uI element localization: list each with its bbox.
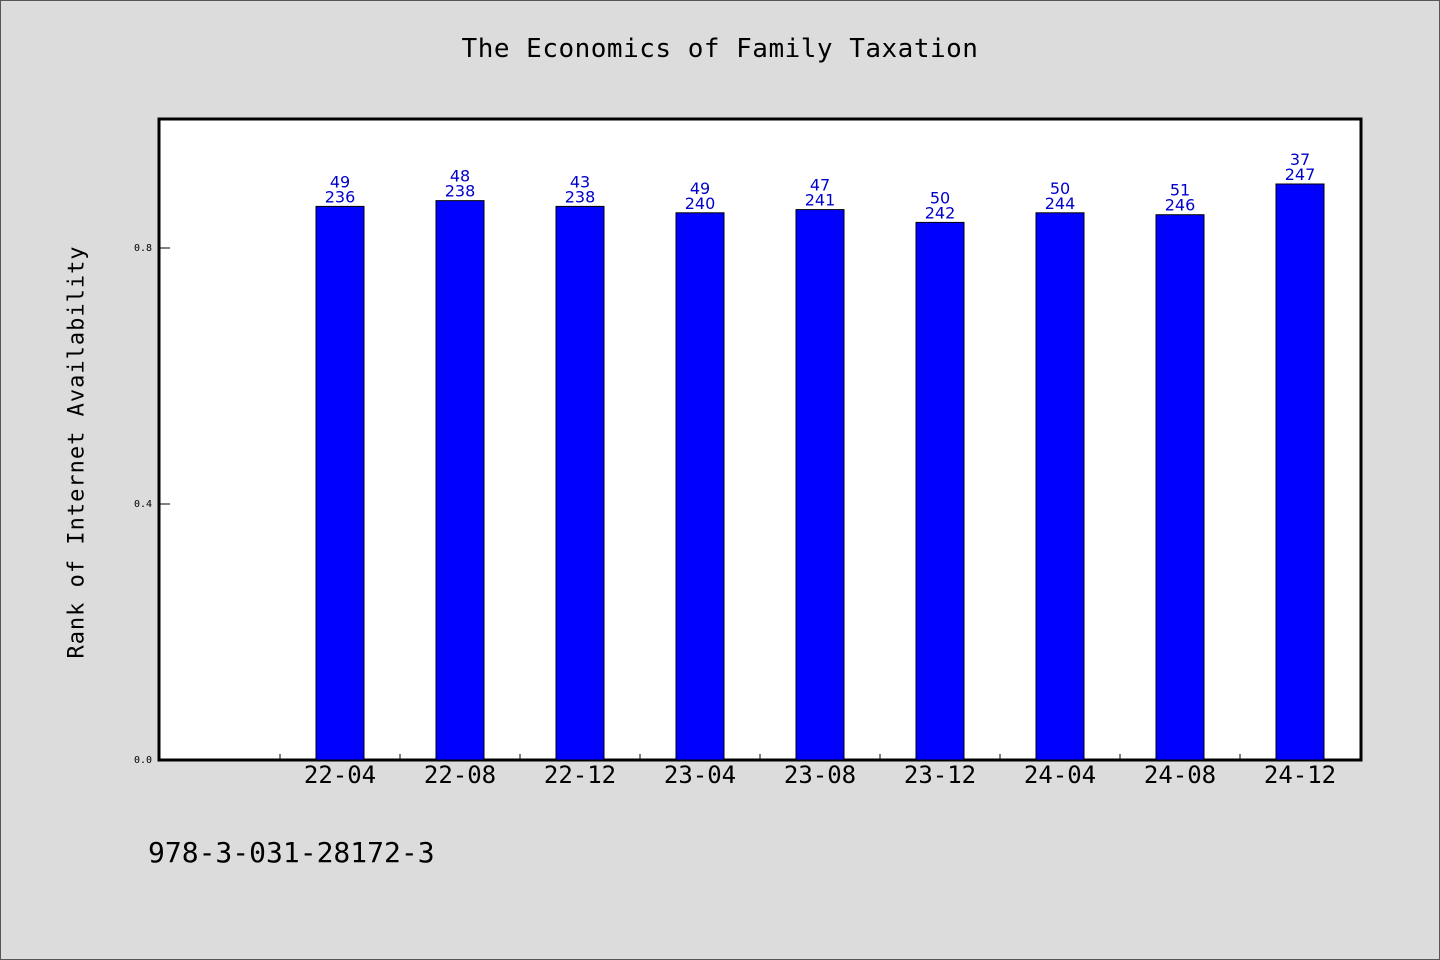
- data-label-top: 37: [1290, 150, 1310, 169]
- bar-22-12: [555, 205, 605, 761]
- x-tick-label: 22-08: [424, 761, 496, 789]
- data-label-top: 50: [1050, 179, 1070, 198]
- data-label-top: 49: [690, 179, 710, 198]
- x-tick-label: 23-04: [664, 761, 736, 789]
- data-label-bottom: 240: [685, 194, 716, 213]
- bar-23-12: [915, 221, 965, 761]
- x-tick-label: 22-12: [544, 761, 616, 789]
- x-tick-label: 22-04: [304, 761, 376, 789]
- footer-identifier: 978-3-031-28172-3: [148, 836, 435, 869]
- data-label-bottom: 238: [565, 187, 596, 206]
- data-label-bottom: 236: [325, 187, 356, 206]
- bar-22-04: [315, 205, 365, 761]
- bar-24-04: [1035, 212, 1085, 761]
- x-tick-label: 24-04: [1024, 761, 1096, 789]
- data-label-top: 47: [810, 176, 830, 195]
- x-tick-label: 24-08: [1144, 761, 1216, 789]
- bar-24-08: [1155, 214, 1205, 761]
- y-tick-label: 0.0: [134, 755, 152, 766]
- bar-series: [315, 183, 1325, 761]
- x-tick-label: 23-12: [904, 761, 976, 789]
- x-axis-ticks: 22-04 22-08 22-12 23-04 23-08 23-12 24-04 24-08…: [279, 754, 1361, 789]
- bar-22-08: [435, 200, 485, 761]
- x-tick-label: 24-12: [1264, 761, 1336, 789]
- chart-title: The Economics of Family Taxation: [461, 34, 979, 64]
- bar-24-12: [1275, 183, 1325, 761]
- data-label-bottom: 238: [445, 182, 476, 201]
- bar-23-04: [675, 212, 725, 761]
- data-label-top: 51: [1170, 181, 1190, 200]
- data-label-top: 49: [330, 172, 350, 191]
- data-label-bottom: 241: [805, 191, 836, 210]
- data-label-bottom: 247: [1285, 165, 1316, 184]
- y-tick-label: 0.8: [134, 243, 152, 254]
- bar-23-08: [795, 209, 845, 761]
- data-label-top: 50: [930, 188, 950, 207]
- data-label-top: 48: [450, 167, 470, 186]
- data-label-top: 43: [570, 172, 590, 191]
- y-axis-ticks: 0.0 0.4 0.8: [134, 243, 170, 766]
- data-label-bottom: 244: [1045, 194, 1076, 213]
- x-tick-label: 23-08: [784, 761, 856, 789]
- y-tick-label: 0.4: [134, 499, 152, 510]
- data-label-bottom: 246: [1165, 196, 1196, 215]
- data-label-bottom: 242: [925, 203, 956, 222]
